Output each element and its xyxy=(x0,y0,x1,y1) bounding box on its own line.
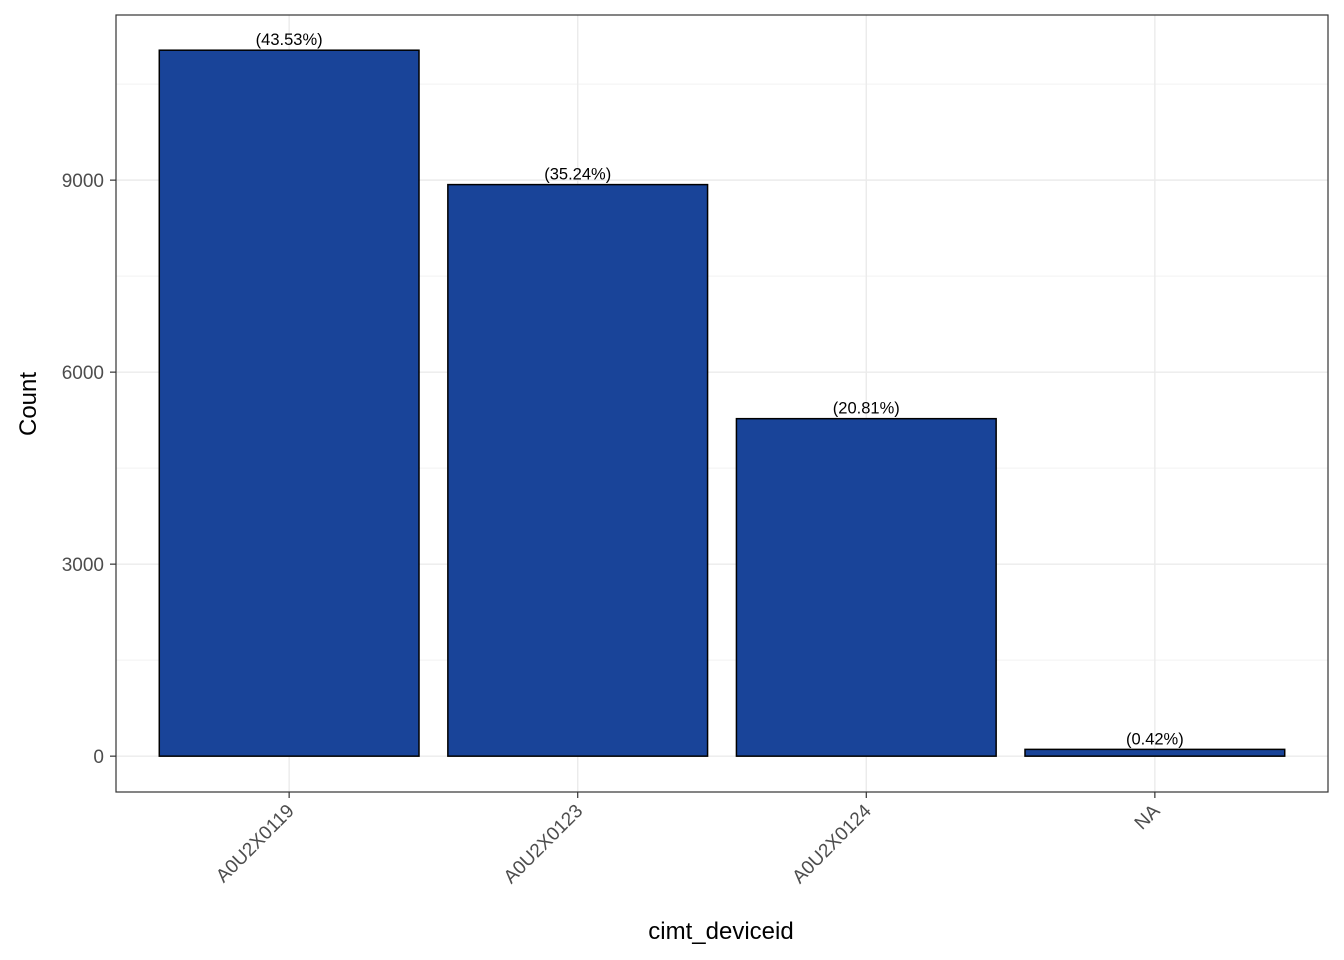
bar-a0u2x0123 xyxy=(447,183,709,757)
bar-a0u2x0119 xyxy=(158,49,420,757)
x-axis-title: cimt_deviceid xyxy=(648,918,793,945)
x-axis: A0U2X0119 A0U2X0123 A0U2X0124 NA xyxy=(212,792,1165,888)
bar-na xyxy=(1024,748,1286,757)
y-tick-label: 6000 xyxy=(62,363,104,384)
x-tick-label: A0U2X0123 xyxy=(500,801,587,888)
bar-data-label: (0.42%) xyxy=(1126,730,1184,748)
bar-data-label: (35.24%) xyxy=(544,166,611,184)
x-tick-label: A0U2X0124 xyxy=(789,800,877,888)
bar-a0u2x0124 xyxy=(735,417,997,757)
y-axis-title: Count xyxy=(15,372,42,436)
y-tick-label: 0 xyxy=(93,747,104,768)
bar-data-label: (43.53%) xyxy=(256,31,323,49)
y-tick-label: 9000 xyxy=(62,171,104,192)
bars xyxy=(158,49,1286,757)
bar-data-label: (20.81%) xyxy=(833,400,900,418)
panel-border xyxy=(115,14,1329,793)
y-tick-label: 3000 xyxy=(62,555,104,576)
x-tick-label: NA xyxy=(1131,800,1165,834)
bar-labels: (43.53%) (35.24%) (20.81%) (0.42%) xyxy=(256,31,1184,748)
x-tick-label: A0U2X0119 xyxy=(212,801,298,887)
y-axis: 0 3000 6000 9000 xyxy=(62,171,116,768)
